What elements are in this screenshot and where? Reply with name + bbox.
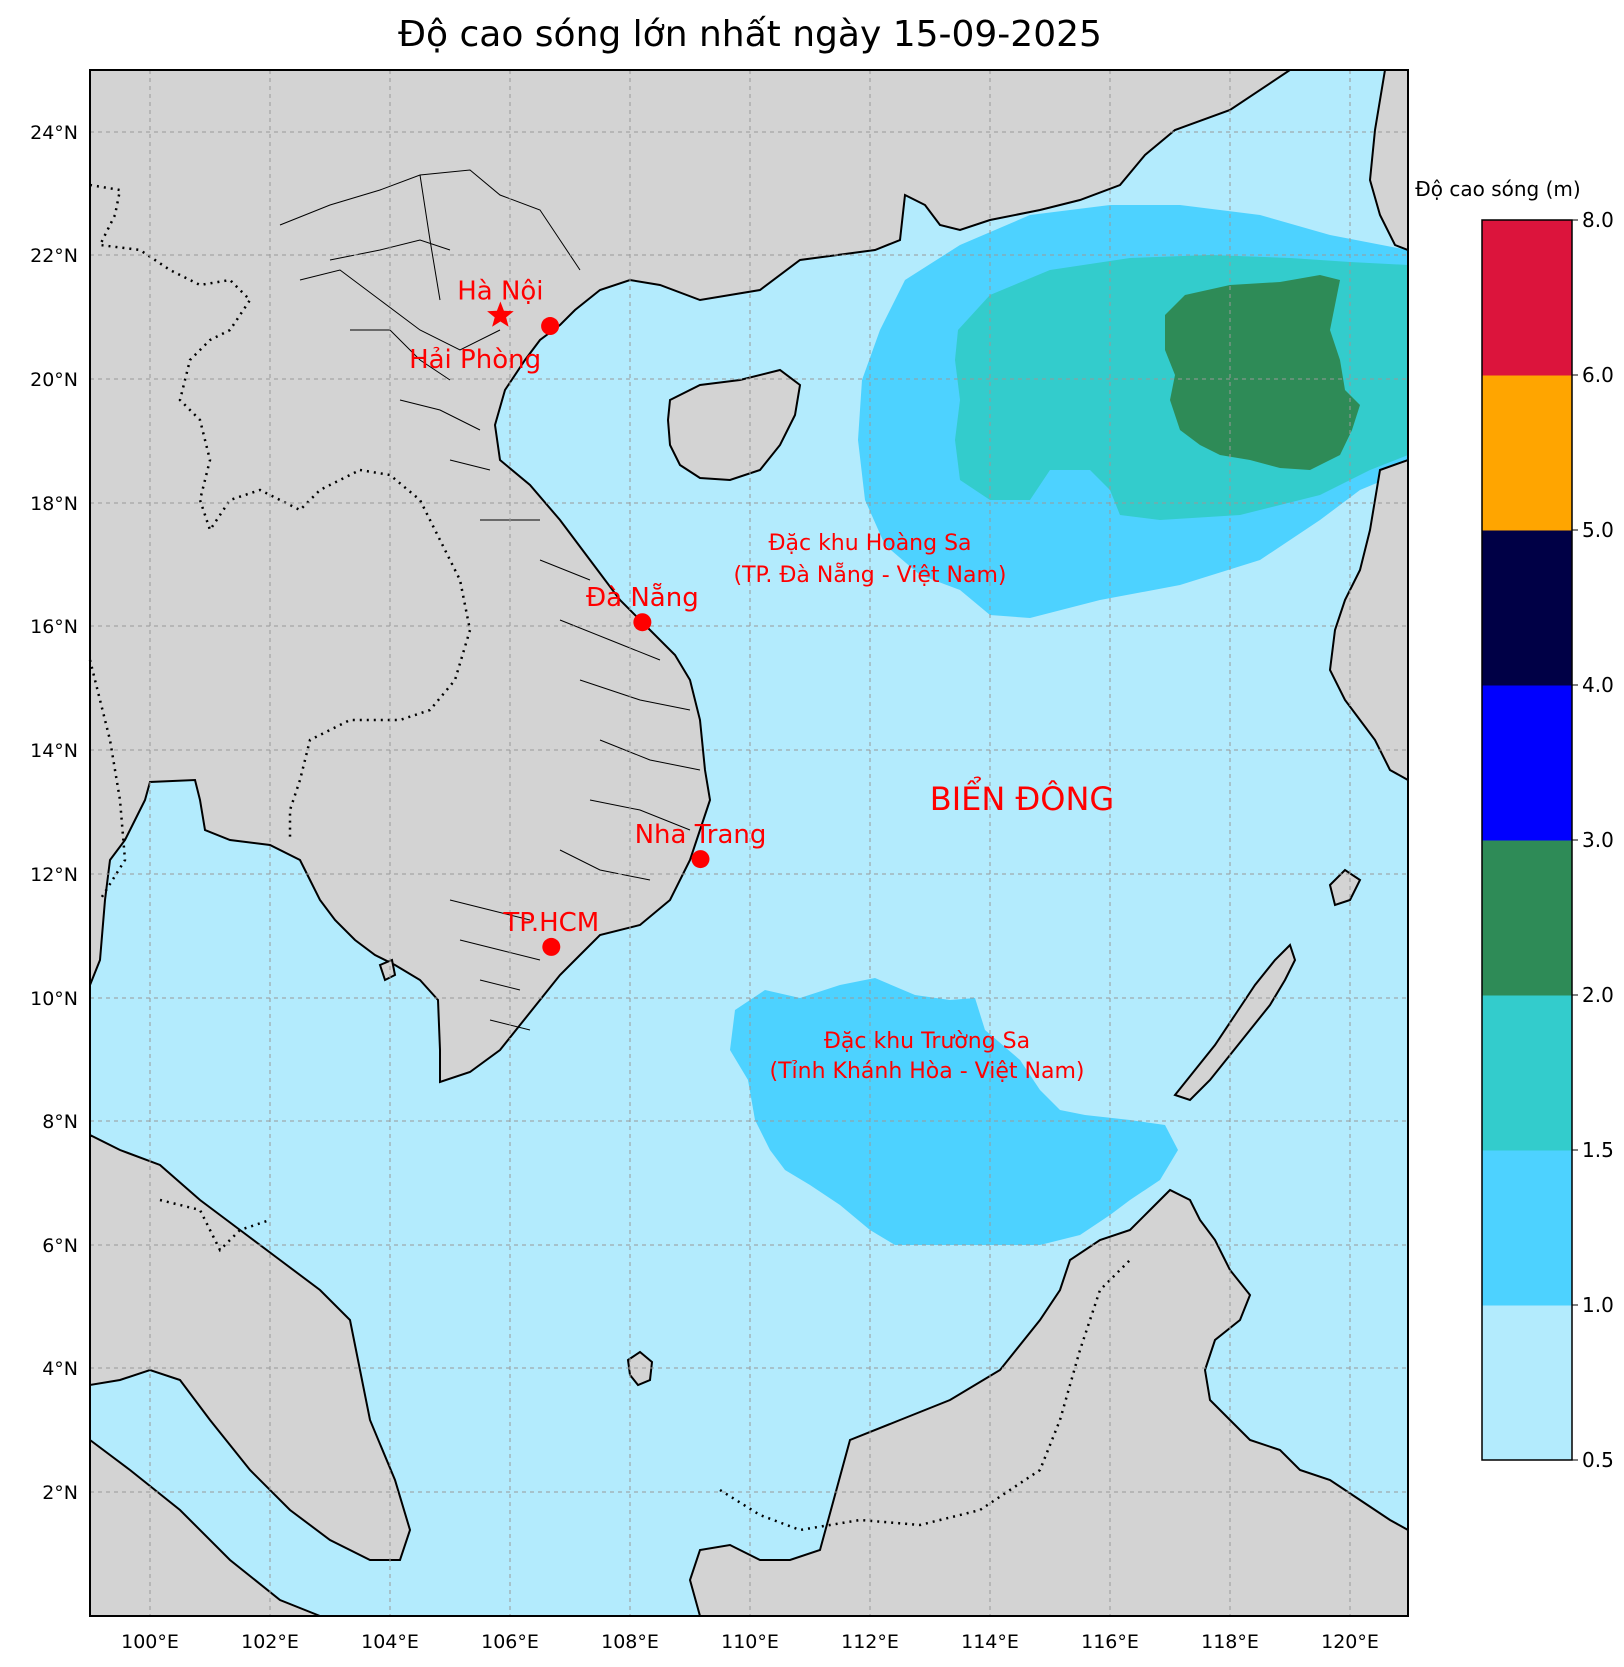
mindoro-island	[1328, 868, 1362, 907]
colorbar-tick-label: 0.5	[1582, 1448, 1614, 1472]
colorbar-tick-label: 2.0	[1582, 983, 1614, 1007]
land-masses	[89, 69, 1409, 1617]
border-thailand	[88, 659, 127, 901]
lat-tick-label: 14°N	[30, 740, 78, 762]
wave-area-2-3m	[1165, 275, 1360, 470]
lon-tick-label: 120°E	[1321, 1631, 1379, 1653]
border-china-vietnam-laos	[89, 183, 361, 533]
colorbar-title: Độ cao sóng (m)	[1415, 177, 1580, 201]
colorbar-segment	[1482, 530, 1572, 686]
province-lines-north	[279, 169, 581, 521]
lat-tick-label: 12°N	[30, 864, 78, 886]
lat-tick-label: 2°N	[42, 1482, 78, 1504]
province-lines-central	[539, 559, 701, 881]
colorbar-tick-label: 8.0	[1582, 208, 1614, 232]
colorbar-segment	[1482, 375, 1572, 531]
lat-tick-label: 18°N	[30, 493, 78, 515]
city-marker-dot	[541, 317, 560, 336]
lon-tick-label: 108°E	[601, 1631, 659, 1653]
city-label: Nha Trang	[635, 820, 767, 850]
lat-tick-label: 24°N	[30, 122, 78, 144]
phu-quoc-island	[378, 958, 397, 982]
lat-tick-label: 10°N	[30, 988, 78, 1010]
lon-tick-label: 112°E	[841, 1631, 899, 1653]
colorbar-segment	[1482, 1150, 1572, 1306]
lon-tick-label: 100°E	[121, 1631, 179, 1653]
lon-tick-label: 110°E	[721, 1631, 779, 1653]
colorbar-tick-labels: 0.5 1.0 1.5 2.0 3.0 4.0 5.0 6.0 8.0	[1572, 208, 1614, 1472]
colorbar-segment	[1482, 220, 1572, 376]
lat-tick-label: 16°N	[30, 616, 78, 638]
map-frame	[89, 69, 1409, 1617]
lon-tick-label: 106°E	[481, 1631, 539, 1653]
hoang-sa-label-line2: (TP. Đà Nẵng - Việt Nam)	[734, 562, 1007, 588]
province-lines-south	[449, 899, 541, 1031]
lat-tick-label: 8°N	[42, 1111, 78, 1133]
wave-area-1-1.5m-south	[730, 978, 1178, 1245]
lon-tick-label: 104°E	[361, 1631, 419, 1653]
city-marker-star	[487, 301, 514, 327]
lon-tick-label: 114°E	[961, 1631, 1019, 1653]
colorbar-segments	[1482, 220, 1572, 1461]
colorbar-tick-label: 5.0	[1582, 518, 1614, 542]
border-laos-vietnam	[288, 468, 472, 840]
colorbar-tick-label: 6.0	[1582, 363, 1614, 387]
lon-tick-label: 102°E	[241, 1631, 299, 1653]
map-title: Độ cao sóng lớn nhất ngày 15-09-2025	[398, 14, 1102, 55]
city-markers: Hà Nội Hải Phòng Đà Nẵng Nha Trang TP.HCM	[409, 277, 766, 956]
region-labels: Đặc khu Hoàng Sa (TP. Đà Nẵng - Việt Nam…	[734, 531, 1115, 1084]
mainland-asia	[89, 69, 1294, 1084]
gridlines	[90, 70, 1408, 1616]
borneo	[688, 1188, 1409, 1617]
lat-tick-label: 22°N	[30, 245, 78, 267]
lat-tick-label: 6°N	[42, 1235, 78, 1257]
palawan-island	[1173, 943, 1297, 1102]
city-label: TP.HCM	[502, 908, 599, 938]
city-marker-dot	[633, 613, 652, 632]
province-borders	[279, 169, 701, 1031]
city-marker-dot	[542, 937, 561, 956]
lat-tick-label: 20°N	[30, 369, 78, 391]
city-label: Hải Phòng	[409, 345, 541, 375]
city-label: Đà Nẵng	[586, 582, 699, 613]
city-label: Hà Nội	[457, 277, 543, 307]
colorbar: Độ cao sóng (m) 0.5 1.0 1.5 2.0 3.0 4.0 5.0 6.0…	[1415, 177, 1614, 1472]
colorbar-segment	[1482, 685, 1572, 841]
colorbar-tick-label: 3.0	[1582, 828, 1614, 852]
bien-dong-label: BIỂN ĐÔNG	[930, 776, 1114, 818]
lon-tick-label: 116°E	[1081, 1631, 1139, 1653]
national-borders	[88, 183, 1131, 1532]
wave-areas	[730, 205, 1408, 1245]
lat-tick-label: 4°N	[42, 1358, 78, 1380]
colorbar-tick-label: 1.0	[1582, 1293, 1614, 1317]
colorbar-tick-label: 4.0	[1582, 673, 1614, 697]
colorbar-tick-label: 1.5	[1582, 1138, 1614, 1162]
hainan-island	[666, 368, 802, 482]
city-marker-dot	[691, 850, 710, 869]
lat-tick-labels: 2°N 4°N 6°N 8°N 10°N 12°N 14°N 16°N 18°N…	[30, 122, 78, 1504]
lon-tick-labels: 100°E 102°E 104°E 106°E 108°E 110°E 112°…	[121, 1631, 1379, 1653]
malay-peninsula	[89, 1133, 412, 1561]
border-malaysia-thailand	[159, 1198, 271, 1253]
hoang-sa-label-line1: Đặc khu Hoàng Sa	[768, 531, 971, 556]
truong-sa-label-line1: Đặc khu Trường Sa	[824, 1029, 1030, 1054]
lon-tick-label: 118°E	[1201, 1631, 1259, 1653]
colorbar-segment	[1482, 995, 1572, 1151]
truong-sa-label-line2: (Tỉnh Khánh Hòa - Việt Nam)	[770, 1059, 1085, 1084]
colorbar-segment	[1482, 1305, 1572, 1461]
colorbar-segment	[1482, 840, 1572, 996]
